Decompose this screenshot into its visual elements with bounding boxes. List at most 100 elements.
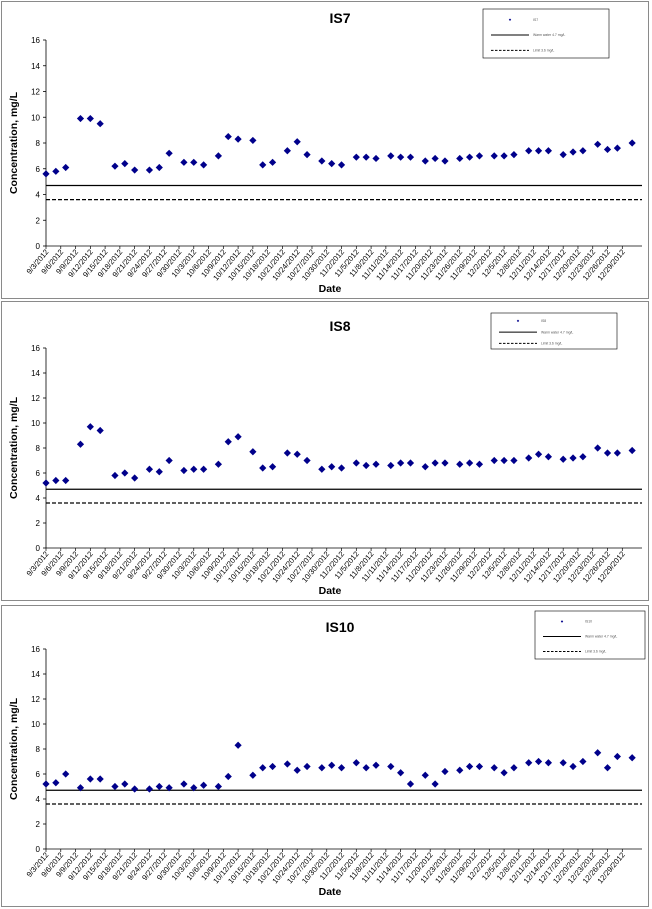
data-point — [594, 749, 602, 757]
data-point — [456, 154, 464, 163]
data-point — [337, 161, 346, 169]
y-tick-label: 12 — [31, 695, 40, 704]
data-point — [490, 152, 498, 160]
data-point — [214, 782, 222, 791]
data-point — [131, 166, 139, 174]
data-point — [628, 139, 636, 147]
y-tick-label: 14 — [31, 62, 40, 71]
y-tick-label: 12 — [31, 88, 40, 97]
data-point — [569, 454, 577, 462]
data-point — [534, 450, 543, 458]
legend-marker — [560, 620, 564, 623]
data-point — [190, 465, 198, 473]
data-point — [628, 754, 636, 762]
data-point — [500, 152, 508, 160]
data-point — [249, 448, 257, 456]
y-tick-label: 6 — [36, 165, 41, 174]
data-point — [52, 476, 60, 485]
y-tick-label: 14 — [31, 369, 40, 378]
data-point — [155, 468, 163, 476]
data-point — [76, 440, 85, 448]
y-tick-label: 6 — [36, 469, 41, 478]
data-point — [613, 752, 621, 761]
data-point — [96, 426, 104, 435]
data-point — [145, 465, 154, 473]
legend-label: IS10 — [585, 620, 592, 624]
data-point — [76, 114, 85, 123]
y-tick-label: 4 — [36, 191, 41, 200]
data-point — [121, 160, 129, 168]
y-tick-label: 0 — [36, 845, 41, 854]
data-point — [397, 153, 405, 161]
data-point — [475, 152, 484, 160]
legend-label: IS7 — [533, 18, 538, 22]
data-point — [86, 423, 94, 431]
data-point — [490, 456, 498, 465]
data-point — [544, 453, 553, 461]
y-tick-label: 10 — [31, 419, 40, 428]
data-point — [234, 433, 242, 441]
data-point — [62, 163, 70, 172]
data-point — [337, 764, 346, 772]
y-tick-label: 12 — [31, 394, 40, 403]
data-point — [259, 464, 267, 472]
data-point — [111, 162, 119, 170]
y-tick-label: 0 — [36, 242, 41, 251]
data-point — [96, 775, 104, 783]
chart-panel-is7: IS7 0 2 4 6 8 10 12 14 16 Concentration, mg/L 9/3/2… — [1, 1, 649, 299]
chart-panel-is10: IS10 0 2 4 6 8 10 12 14 16 Concentration, mg/L 9/3/… — [1, 605, 649, 907]
y-axis-label: Concentration, mg/L — [8, 396, 20, 499]
chart-title: IS8 — [329, 318, 350, 334]
data-point — [293, 138, 301, 146]
data-point — [249, 771, 257, 779]
x-axis-label: Date — [319, 886, 342, 898]
data-point — [131, 785, 139, 793]
y-tick-label: 10 — [31, 113, 40, 122]
data-point — [259, 161, 267, 169]
data-point — [200, 465, 208, 473]
data-point — [214, 152, 222, 160]
legend-label: Limit 3.6 mg/L — [533, 49, 554, 53]
chart-title: IS10 — [326, 619, 355, 635]
data-point — [362, 153, 370, 161]
x-axis-label: Date — [319, 585, 342, 597]
data-point — [510, 764, 518, 772]
data-point — [352, 153, 360, 161]
data-point — [293, 450, 301, 458]
legend-label: IS8 — [541, 319, 546, 323]
data-point — [268, 158, 277, 166]
y-tick-label: 16 — [31, 645, 40, 654]
y-tick-label: 4 — [36, 494, 41, 503]
y-tick-label: 16 — [31, 344, 40, 353]
data-point — [406, 459, 415, 467]
data-point — [328, 160, 336, 168]
data-point — [421, 771, 429, 779]
y-tick-label: 6 — [36, 770, 41, 779]
y-tick-label: 2 — [36, 820, 41, 829]
legend-box — [482, 8, 610, 59]
data-point — [283, 760, 291, 768]
data-point — [111, 782, 119, 791]
data-point — [234, 741, 242, 749]
data-point — [42, 780, 50, 788]
y-tick-label: 10 — [31, 720, 40, 729]
data-point — [475, 460, 484, 468]
data-point — [165, 784, 173, 792]
data-point — [475, 762, 484, 771]
data-point — [441, 459, 449, 467]
y-tick-label: 2 — [36, 216, 41, 225]
data-point — [579, 147, 587, 155]
data-point — [303, 762, 311, 771]
data-point — [372, 154, 380, 163]
data-point — [121, 780, 129, 788]
data-point — [111, 471, 119, 480]
data-point — [544, 759, 553, 767]
data-point — [293, 766, 301, 774]
legend-label: Warm water 4.7 mg/L — [541, 330, 573, 334]
data-point — [387, 762, 395, 771]
data-point — [603, 449, 612, 457]
data-point — [318, 465, 326, 473]
y-tick-label: 16 — [31, 36, 40, 45]
